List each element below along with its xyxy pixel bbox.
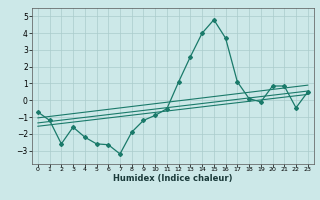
- X-axis label: Humidex (Indice chaleur): Humidex (Indice chaleur): [113, 174, 233, 183]
